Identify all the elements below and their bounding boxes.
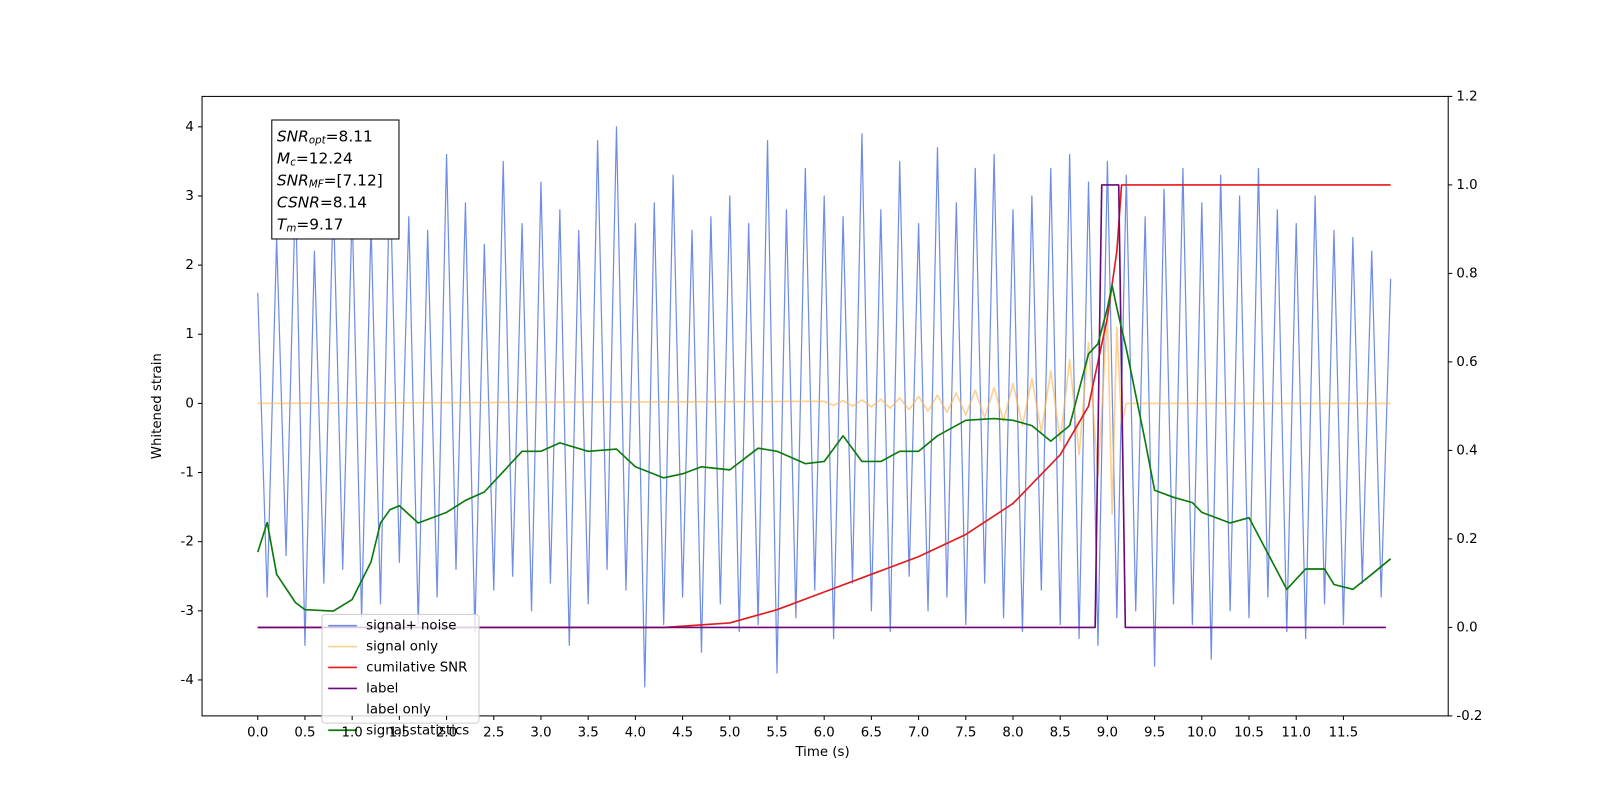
x-tick-label: 0.5 [294,725,315,740]
annotation-subscript: c [290,157,296,169]
x-tick-label: 10.5 [1234,725,1264,740]
y2-tick-label: 0.8 [1456,266,1477,281]
y2-tick-label: 0.0 [1456,620,1477,635]
x-tick-label: 4.5 [672,725,693,740]
legend-label: cumilative SNR [366,660,467,675]
annotation-line: SNRopt=8.11 [277,127,373,147]
x-tick-label: 6.5 [861,725,882,740]
x-tick-label: 1.0 [342,725,363,740]
x-tick-label: 9.5 [1144,725,1165,740]
series-line [257,184,1391,629]
x-tick-label: 10.0 [1187,725,1217,740]
y2-tick-label: 1.0 [1456,178,1477,193]
annotation-value: =12.24 [296,149,353,167]
y2-tick-label: 0.4 [1456,443,1477,458]
x-tick-label: 8.5 [1050,725,1071,740]
x-tick-label: 5.0 [719,725,740,740]
annotation-line: SNRMF=[7.12] [277,171,383,191]
annotation-symbol: SNR [277,171,309,189]
annotation-line: Mc=12.24 [277,149,353,169]
annotation-symbol: CSNR [277,193,320,211]
x-axis-label: Time (s) [794,745,849,760]
plot-area [256,126,1392,688]
x-tick-label: 7.5 [955,725,976,740]
legend-label: signal only [366,640,438,655]
series-line [257,184,1386,629]
annotation-subscript: MF [309,179,325,191]
x-tick-label: 6.0 [814,725,835,740]
x-tick-label: 2.0 [436,725,457,740]
annotation-value: =[7.12] [324,171,383,189]
x-tick-label: 9.0 [1097,725,1118,740]
annotation-symbol: M [277,149,290,167]
annotation-frame [271,119,400,240]
x-tick-label: 11.0 [1281,725,1311,740]
legend-label: label [366,681,398,696]
x-tick-label: 3.5 [578,725,599,740]
y2-tick-label: 0.6 [1456,355,1477,370]
annotation-symbol: T [277,215,288,233]
series-line [257,312,1391,515]
annotation-value: =9.17 [296,215,343,233]
annotation-box: SNRopt=8.11Mc=12.24SNRMF=[7.12]CSNR=8.14… [271,119,400,240]
annotation-subscript: m [286,223,296,235]
annotation-line: CSNR=8.14 [277,193,367,211]
annotation-subscript: opt [309,135,327,147]
annotation-value: =8.11 [326,127,373,145]
y-tick-label: 4 [185,120,193,135]
legend-label: label only [366,702,431,717]
legend-frame [321,613,480,724]
annotation-symbol: SNR [277,127,309,145]
y2-tick-label: 0.2 [1456,532,1477,547]
x-tick-label: 0.0 [247,725,268,740]
x-tick-label: 8.0 [1002,725,1023,740]
axes-frame [201,95,1449,717]
y2-tick-label: -0.2 [1456,709,1482,724]
x-tick-label: 7.0 [908,725,929,740]
y2-tick-label: 1.2 [1456,89,1477,104]
y-tick-label: 3 [185,189,193,204]
x-tick-label: 2.5 [483,725,504,740]
y-axis-label: Whitened strain [150,353,165,459]
y-tick-label: -1 [181,466,194,481]
series-line [257,126,1392,688]
series-line [256,284,1392,612]
annotation-line: Tm=9.17 [277,215,344,235]
legend-label: signal statistics [366,723,469,738]
x-tick-label: 3.0 [530,725,551,740]
x-tick-label: 4.0 [625,725,646,740]
x-tick-label: 11.5 [1329,725,1359,740]
y-tick-label: -3 [181,604,194,619]
x-tick-label: 1.5 [389,725,410,740]
y-tick-label: 0 [185,396,193,411]
legend: signal+ noise signal only cumilative SNR la… [321,613,480,738]
y-tick-label: 1 [185,327,193,342]
y-tick-label: -4 [181,673,194,688]
x-tick-label: 5.5 [766,725,787,740]
y-tick-label: 2 [185,258,193,273]
y-tick-label: -2 [181,535,194,550]
annotation-value: =8.14 [320,193,367,211]
legend-label: signal+ noise [366,619,456,634]
